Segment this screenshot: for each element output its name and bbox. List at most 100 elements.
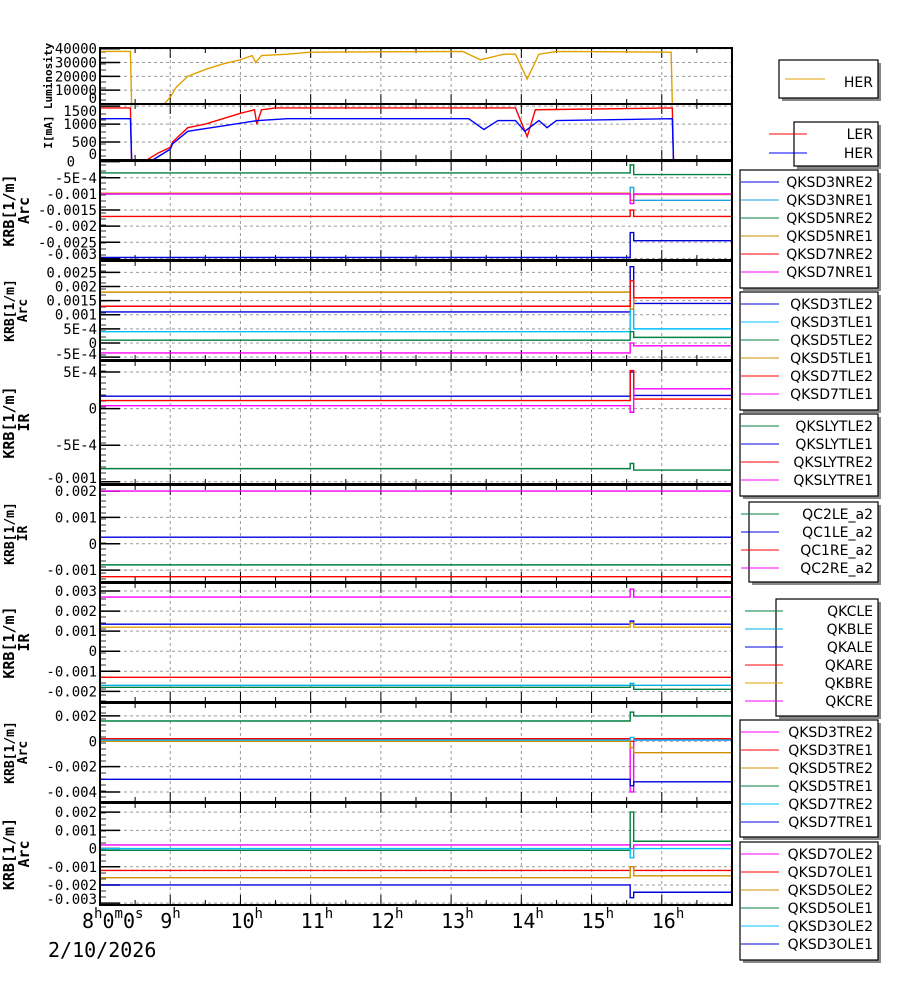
x-tick-label: 15h	[582, 906, 615, 933]
y-tick-label: -0.004	[46, 785, 97, 801]
legend-entry: HER	[844, 75, 873, 91]
legend-entry: QKBLE	[827, 622, 873, 638]
legend-entry: QKSD7OLE1	[788, 865, 873, 881]
legend-entry: QKSD3TRE1	[788, 743, 873, 759]
legend-entry: QKSD5OLE2	[788, 883, 873, 899]
y-tick-label: 0	[89, 842, 97, 858]
series-QKSLYTRE1	[100, 388, 732, 413]
series-QKSD3OLE2	[100, 847, 732, 859]
y-tick-label: -0.0025	[38, 235, 97, 251]
y-tick-label: 500	[72, 135, 97, 151]
y-tick-label: 0.001	[55, 823, 97, 839]
y-axis-label: KRB[1/m]	[0, 606, 18, 678]
y-tick-label: 5E-4	[63, 365, 97, 381]
legend-entry: QKSD5TLE1	[790, 351, 873, 367]
y-axis-sublabel: IR	[16, 526, 31, 542]
legend-8: QKSD3TRE2 QKSD3TRE1 QKSD5TRE2 QKSD5TRE1 QKSD…	[739, 719, 881, 840]
legend-entry: QKSLYTRE2	[793, 455, 873, 471]
y-tick-label: 0.001	[55, 510, 97, 526]
y-tick-label: -0.002	[46, 684, 97, 700]
date-label: 2/10/2026	[48, 938, 157, 962]
legend-entry: QKSD5OLE1	[788, 901, 873, 917]
series-QKSD3TRE2	[100, 739, 732, 793]
y-axis-sublabel: Arc	[16, 299, 31, 322]
legend-entry: QKARE	[825, 658, 873, 674]
series-LER	[100, 107, 732, 161]
y-tick-label: 0.0025	[46, 265, 97, 281]
y-tick-label: -0.002	[46, 760, 97, 776]
legend-1: HER	[778, 59, 881, 101]
legend-entry: QC2RE_a2	[800, 561, 873, 577]
y-axis-label: KRB[1/m]	[0, 174, 18, 246]
y-tick-label: 0.002	[55, 279, 97, 295]
legend-entry: QKSD7TLE1	[790, 387, 873, 403]
legend-entry: QKSLYTLE1	[795, 437, 873, 453]
series-QKSD5TLE2	[100, 331, 732, 341]
legend-entry: QKSD7TRE2	[788, 797, 873, 813]
y-tick-label: 0.003	[55, 584, 97, 600]
series-QKSD7TRE2	[100, 736, 732, 741]
series-QKSD7TRE1	[100, 778, 732, 787]
legend-entry: QKSD3TLE2	[790, 297, 873, 313]
legend-entry: QKSD3TRE2	[788, 725, 873, 741]
legend-entry: QKBRE	[825, 676, 873, 692]
legend-4: QKSD3TLE2 QKSD3TLE1 QKSD5TLE2 QKSD5TLE1 QKSD…	[739, 291, 881, 413]
legend-box	[739, 413, 879, 497]
panel-frame	[99, 484, 733, 583]
x-tick-label: 11h	[301, 906, 334, 933]
x-tick-label: 14h	[511, 906, 544, 933]
y-tick-label: -0.001	[46, 187, 97, 203]
series-QKSD3NRE2	[100, 231, 732, 259]
legend-3: QKSD3NRE2 QKSD3NRE1 QKSD5NRE2 QKSD5NRE1 QKSD…	[739, 169, 881, 291]
legend-entry: QKSD3TLE1	[790, 315, 873, 331]
y-tick-label: -0.002	[46, 219, 97, 235]
y-tick-label: 20000	[55, 69, 97, 85]
y-tick-label: 0.002	[55, 805, 97, 821]
series-HER	[100, 118, 732, 161]
legend-entry: QKCLE	[827, 604, 873, 620]
series-QKSD5TRE2	[100, 740, 732, 754]
legend-entry: QC1LE_a2	[802, 525, 873, 541]
y-tick-label: 0	[67, 155, 75, 171]
legend-box	[739, 719, 879, 838]
legend-box	[739, 291, 879, 411]
legend-6: QC2LE_a2 QC1LE_a2 QC1RE_a2 QC2RE_a2	[741, 501, 881, 585]
y-tick-label: 0	[89, 336, 97, 352]
legend-entry: QC1RE_a2	[800, 543, 873, 559]
legend-entry: QKSD3OLE2	[788, 919, 873, 935]
y-tick-label: 0	[89, 537, 97, 553]
y-tick-label: 40000	[55, 42, 97, 58]
series-QKSD7NRE2	[100, 209, 732, 218]
y-tick-label: 0	[89, 91, 97, 107]
panel-frame	[99, 582, 733, 703]
legend-5: QKSLYTLE2 QKSLYTLE1 QKSLYTRE2 QKSLYTRE1	[739, 413, 881, 499]
x-tick-label: 13h	[441, 906, 474, 933]
legend-box	[793, 121, 879, 167]
panel-8: -0.004 -0.002 0 0.002 KRB[1/m]Arc	[3, 702, 733, 803]
legend-entry: QKSD5TLE2	[790, 333, 873, 349]
legend-entry: QKSD3NRE2	[786, 175, 873, 191]
series-QKSD5TRE1	[100, 711, 732, 722]
panel-9: -0.003-0.002 -0.001 0 0.001 0.002 KRB[1/m]Arc	[0, 802, 733, 908]
legend-entry: QKSD3OLE1	[788, 937, 873, 953]
y-axis-label: KRB[1/m]	[3, 502, 18, 565]
y-tick-label: 0.002	[55, 709, 97, 725]
x-tick-label: 12h	[371, 906, 404, 933]
y-tick-label: -0.003	[46, 247, 97, 263]
legend-entry: QKSD7OLE2	[788, 847, 873, 863]
panel-frame	[99, 103, 733, 161]
legend-entry: QKSD7TLE2	[790, 369, 873, 385]
legend-entry: HER	[844, 146, 873, 162]
x-tick-label-first: 8h0m0s	[82, 906, 143, 933]
legend-entry: QKSLYTRE1	[793, 473, 873, 489]
legend-box	[739, 169, 879, 289]
series-QKSD7NRE1	[100, 193, 732, 205]
legend-entry: QKCRE	[825, 694, 873, 710]
y-tick-label: -0.001	[46, 563, 97, 579]
y-tick-label: -5E-4	[55, 171, 97, 187]
panel-frame	[99, 260, 733, 361]
y-tick-label: 30000	[55, 56, 97, 72]
legend-entry: LER	[847, 127, 874, 143]
legend-entry: QKSD5TRE1	[788, 779, 873, 795]
